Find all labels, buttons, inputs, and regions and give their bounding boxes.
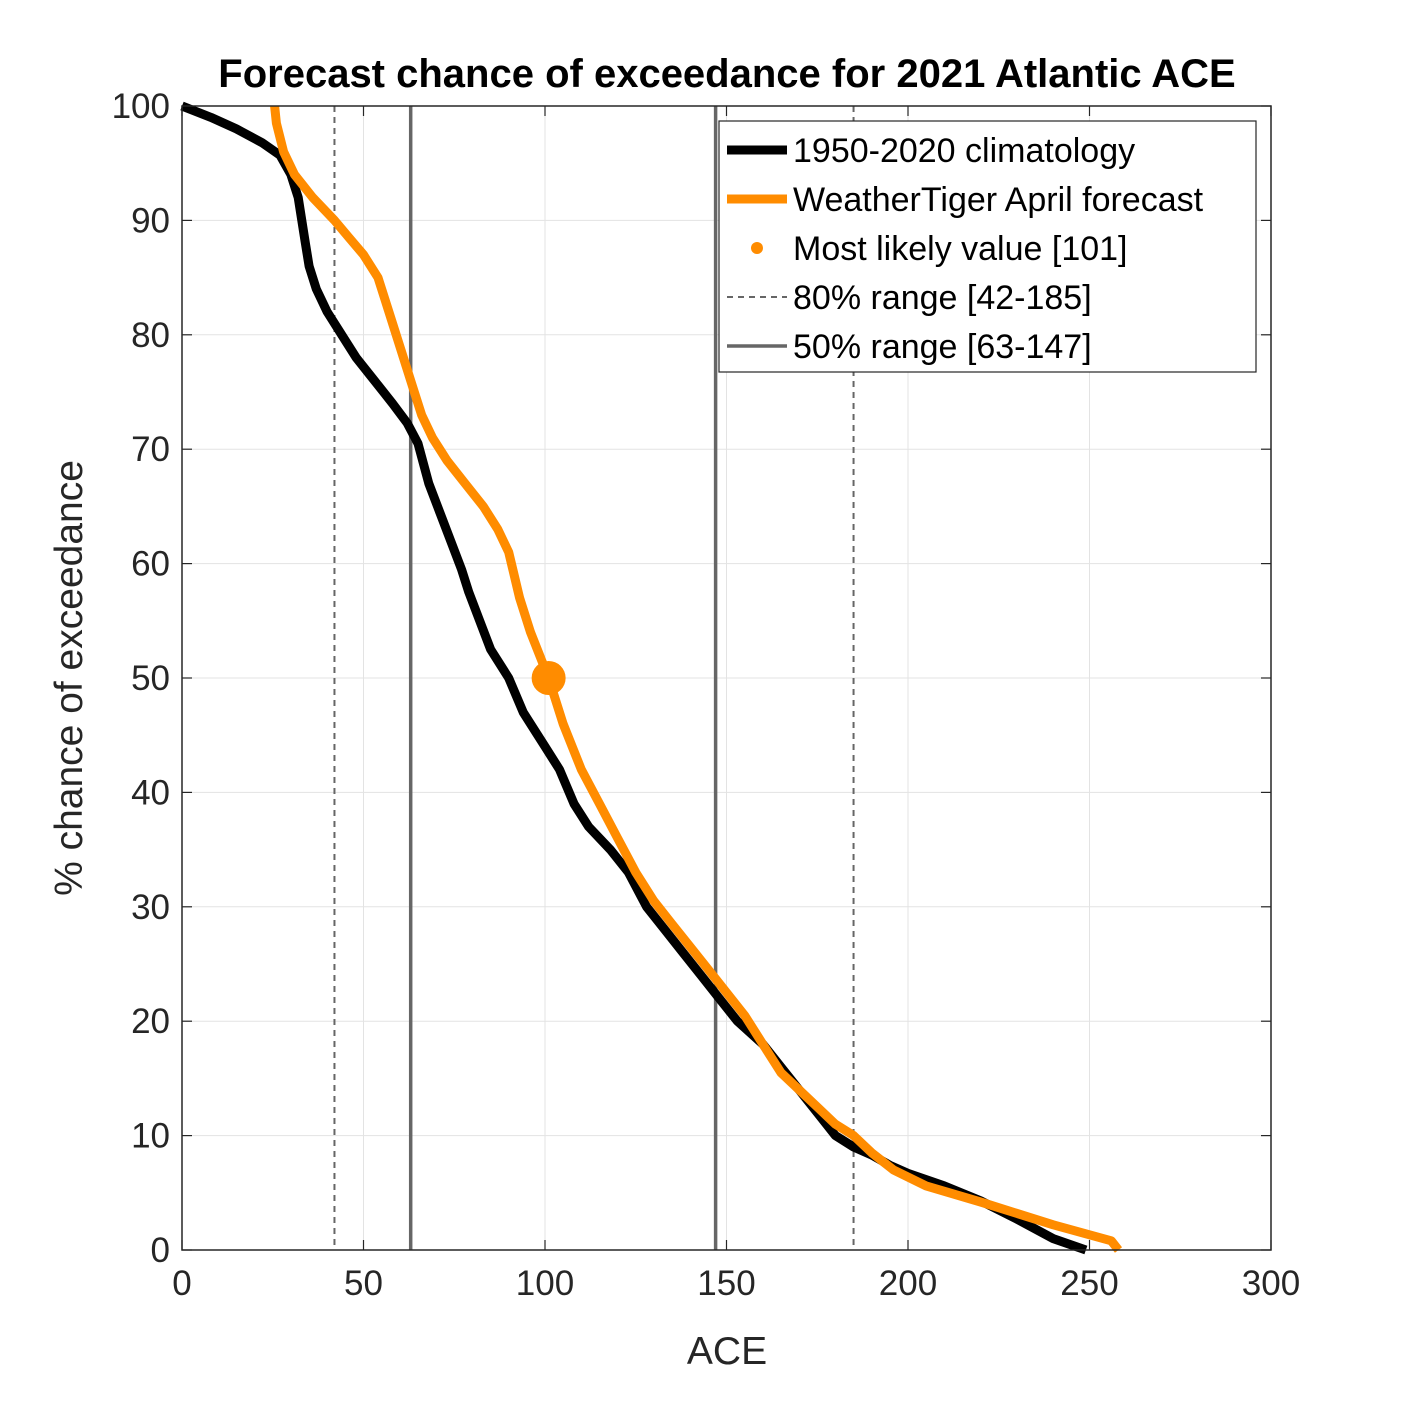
legend-item-50-range: 50% range [63-147] bbox=[727, 328, 1092, 366]
y-axis-label: % chance of exceedance bbox=[48, 460, 91, 896]
y-tick-label: 70 bbox=[131, 430, 170, 469]
y-tick-label: 100 bbox=[112, 87, 170, 126]
chart-title: Forecast chance of exceedance for 2021 A… bbox=[218, 52, 1235, 96]
y-tick-label: 60 bbox=[131, 545, 170, 584]
x-tick-label: 150 bbox=[697, 1264, 755, 1303]
series-layer bbox=[180, 101, 1123, 1255]
legend-box bbox=[718, 120, 1257, 373]
x-tick-label: 200 bbox=[879, 1264, 937, 1303]
y-tick-label: 20 bbox=[131, 1002, 170, 1041]
y-tick-label: 10 bbox=[131, 1117, 170, 1156]
y-tick-label: 30 bbox=[131, 888, 170, 927]
legend-item-most-likely: Most likely value [101] bbox=[751, 230, 1128, 268]
legend-label: Most likely value [101] bbox=[793, 230, 1128, 268]
y-tick-label: 90 bbox=[131, 201, 170, 240]
legend-item-80-range: 80% range [42-185] bbox=[727, 279, 1092, 317]
marker-layer bbox=[531, 661, 566, 695]
legend-item-climatology: 1950-2020 climatology bbox=[727, 132, 1135, 170]
y-tick-label: 0 bbox=[151, 1231, 170, 1270]
legend: 1950-2020 climatology WeatherTiger April … bbox=[718, 120, 1257, 373]
most-likely-marker bbox=[531, 661, 566, 695]
x-tick-label: 250 bbox=[1060, 1264, 1118, 1303]
forecast-line bbox=[270, 105, 1123, 1253]
x-tick-label: 0 bbox=[172, 1264, 191, 1303]
legend-item-forecast: WeatherTiger April forecast bbox=[727, 181, 1204, 219]
y-tick-label: 40 bbox=[131, 773, 170, 812]
legend-label: 50% range [63-147] bbox=[793, 328, 1092, 366]
y-tick-label: 50 bbox=[131, 659, 170, 698]
plot-frame bbox=[181, 105, 1272, 1251]
climatology-line bbox=[180, 101, 1088, 1255]
legend-swatch bbox=[751, 242, 763, 254]
legend-label: 1950-2020 climatology bbox=[793, 132, 1135, 170]
x-tick-label: 300 bbox=[1242, 1264, 1300, 1303]
x-tick-label: 100 bbox=[516, 1264, 574, 1303]
legend-label: WeatherTiger April forecast bbox=[793, 181, 1204, 219]
x-axis-label: ACE bbox=[687, 1330, 767, 1373]
x-tick-label: 50 bbox=[344, 1264, 383, 1303]
y-tick-label: 80 bbox=[131, 316, 170, 355]
legend-label: 80% range [42-185] bbox=[793, 279, 1092, 317]
x-tick-labels: 0 50 100 150 200 250 300 bbox=[172, 1264, 1300, 1303]
y-tick-labels: 0 10 20 30 40 50 60 70 80 90 100 bbox=[112, 87, 170, 1270]
